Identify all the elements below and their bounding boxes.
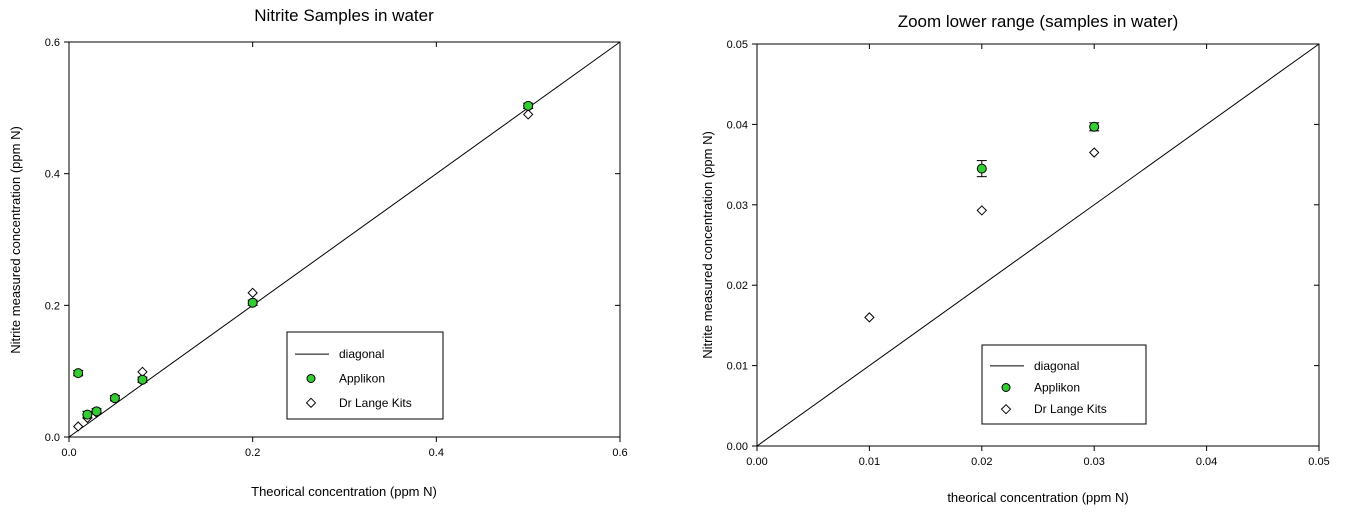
x-axis-label: Theorical concentration (ppm N) <box>251 484 437 499</box>
legend-diamond-swatch <box>1000 403 1012 415</box>
legend-label: Applikon <box>339 372 385 386</box>
dr-lange-point <box>864 312 875 323</box>
diagonal-line <box>756 43 1320 447</box>
applikon-point <box>137 374 148 385</box>
legend-circle-swatch <box>306 374 316 383</box>
y-tick-label: 0.02 <box>727 280 748 292</box>
dr-lange-point <box>72 421 84 432</box>
y-tick-label: 0.03 <box>727 200 748 212</box>
legend-label: Applikon <box>1034 381 1080 395</box>
x-tick-label: 0.04 <box>1196 456 1217 468</box>
y-tick-label: 0.00 <box>727 441 748 453</box>
legend-diamond-swatch <box>305 397 317 409</box>
plot-frame <box>68 41 621 438</box>
applikon-point <box>247 297 258 308</box>
x-tick-label: 0.02 <box>971 456 992 468</box>
legend-label: diagonal <box>1034 359 1079 373</box>
plot-frame <box>756 43 1320 447</box>
y-tick-label: 0.04 <box>727 119 748 131</box>
x-tick-label: 0.05 <box>1308 456 1329 468</box>
zoom-lower-range-chart: Zoom lower range (samples in water) theo… <box>700 12 1330 505</box>
x-tick-label: 0.01 <box>859 456 880 468</box>
x-tick-label: 0.0 <box>61 447 76 459</box>
applikon-point <box>1089 121 1100 132</box>
applikon-point <box>523 100 534 111</box>
legend-label: Dr Lange Kits <box>1034 402 1107 416</box>
x-tick-label: 0.4 <box>429 447 444 459</box>
y-axis-label: Nitrite measured concentration (ppm N) <box>700 131 715 359</box>
x-tick-label: 0.6 <box>612 447 627 459</box>
legend-label: diagonal <box>339 347 384 361</box>
y-tick-label: 0.0 <box>45 432 60 444</box>
y-tick-label: 0.2 <box>45 300 60 312</box>
applikon-point <box>82 409 93 420</box>
x-tick-label: 0.00 <box>746 456 767 468</box>
y-tick-label: 0.05 <box>727 39 748 51</box>
y-tick-label: 0.6 <box>45 37 60 49</box>
y-tick-label: 0.4 <box>45 169 60 181</box>
dr-lange-point <box>522 109 534 120</box>
y-axis-label: Nitrite measured concentration (ppm N) <box>8 126 23 354</box>
applikon-point <box>73 368 84 379</box>
chart-title: Nitrite Samples in water <box>254 6 434 25</box>
applikon-point <box>91 406 102 417</box>
x-tick-label: 0.03 <box>1083 456 1104 468</box>
dr-lange-point <box>247 287 258 299</box>
applikon-point <box>976 163 987 174</box>
dr-lange-point <box>1088 147 1100 158</box>
nitrite-samples-chart: Nitrite Samples in water Theorical conce… <box>8 6 628 499</box>
y-tick-label: 0.01 <box>727 361 748 373</box>
legend-circle-swatch <box>1001 383 1011 392</box>
dr-lange-point <box>976 205 988 216</box>
x-axis-label: theorical concentration (ppm N) <box>947 490 1128 505</box>
legend-label: Dr Lange Kits <box>339 396 412 410</box>
applikon-point <box>109 393 120 404</box>
chart-title: Zoom lower range (samples in water) <box>898 12 1179 31</box>
x-tick-label: 0.2 <box>245 447 260 459</box>
